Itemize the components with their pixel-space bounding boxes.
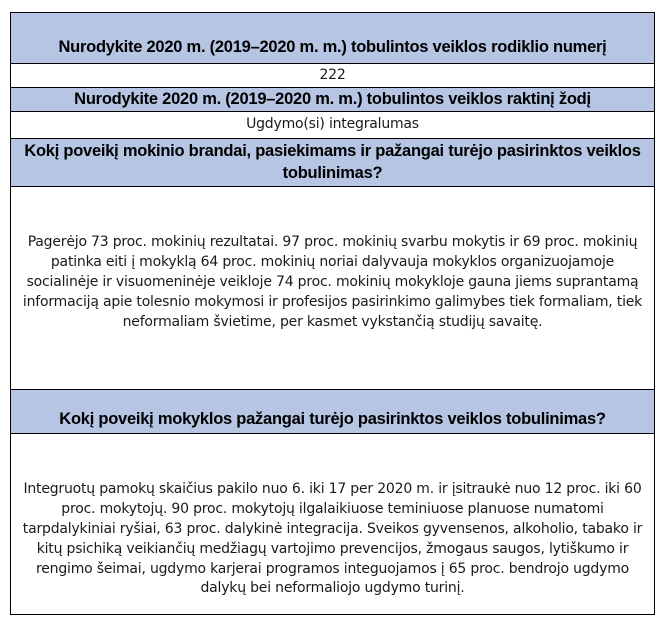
student-impact-answer-text: Pagerėjo 73 proc. mokinių rezultatai. 97… xyxy=(22,234,643,330)
keyword-question-text: Nurodykite 2020 m. (2019–2020 m. m.) tob… xyxy=(74,89,591,108)
table-row-keyword-question: Nurodykite 2020 m. (2019–2020 m. m.) tob… xyxy=(11,88,654,112)
improvement-activity-table: Nurodykite 2020 m. (2019–2020 m. m.) tob… xyxy=(10,12,655,615)
table-row-student-impact-question: Kokį poveikį mokinio brandai, pasiekimam… xyxy=(11,139,654,187)
school-progress-answer-text: Integruotų pamokų skaičius pakilo nuo 6.… xyxy=(22,481,643,597)
table-row-student-impact-answer: Pagerėjo 73 proc. mokinių rezultatai. 97… xyxy=(11,187,654,390)
table-row-keyword-answer: Ugdymo(si) integralumas xyxy=(11,112,654,139)
school-progress-question-text: Kokį poveikį mokyklos pažangai turėjo pa… xyxy=(59,409,606,428)
keyword-answer-text: Ugdymo(si) integralumas xyxy=(246,116,419,133)
table-row-school-progress-question: Kokį poveikį mokyklos pažangai turėjo pa… xyxy=(11,390,654,434)
indicator-number-answer-text: 222 xyxy=(319,66,346,83)
table-row-indicator-number-question: Nurodykite 2020 m. (2019–2020 m. m.) tob… xyxy=(11,13,654,64)
student-impact-question-text: Kokį poveikį mokinio brandai, pasiekimam… xyxy=(24,141,641,182)
indicator-number-question-text: Nurodykite 2020 m. (2019–2020 m. m.) tob… xyxy=(58,38,607,57)
table-row-school-progress-answer: Integruotų pamokų skaičius pakilo nuo 6.… xyxy=(11,434,654,614)
table-row-indicator-number-answer: 222 xyxy=(11,64,654,88)
